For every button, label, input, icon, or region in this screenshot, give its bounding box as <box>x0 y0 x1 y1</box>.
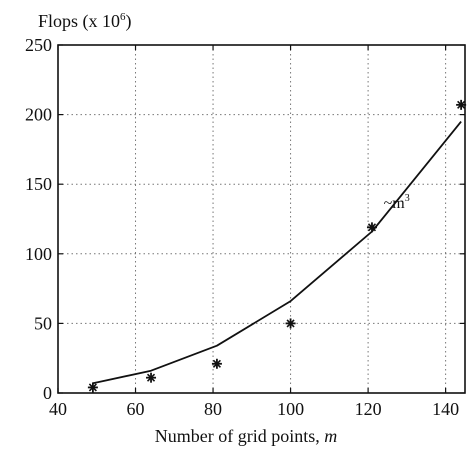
tick-labels: 40 60 80 100 120 140 0 50 100 150 200 250 <box>25 35 459 419</box>
data-point-stroke <box>457 100 466 109</box>
data-point-stroke <box>88 383 97 392</box>
x-tick-label: 40 <box>49 399 67 419</box>
data-point <box>456 99 467 110</box>
data-point <box>146 372 157 383</box>
x-tick-label: 100 <box>277 399 304 419</box>
y-axis-label-exponent: 6 <box>120 11 126 23</box>
data-point-stroke <box>286 319 295 328</box>
plot-frame <box>57 44 466 394</box>
data-point-stroke <box>146 373 156 382</box>
data-point <box>285 318 296 329</box>
x-axis-label: Number of grid points, m <box>155 426 337 446</box>
axes <box>57 44 466 394</box>
data-series <box>87 99 467 393</box>
data-point <box>87 382 98 393</box>
y-tick-label: 0 <box>43 383 52 403</box>
y-axis-label: Flops (x 106) <box>38 11 132 32</box>
x-tick-label: 140 <box>432 399 459 419</box>
x-tick-label: 120 <box>355 399 382 419</box>
y-tick-label: 200 <box>25 105 52 125</box>
y-tick-label: 100 <box>25 244 52 264</box>
x-tick-label: 60 <box>127 399 145 419</box>
curve-annotation: ~m3 <box>384 193 410 212</box>
fitted-curve <box>92 121 462 385</box>
y-tick-label: 250 <box>25 35 52 55</box>
x-tick-label: 80 <box>204 399 222 419</box>
y-tick-label: 50 <box>34 313 52 333</box>
data-point-stroke <box>367 223 377 232</box>
data-point-stroke <box>212 359 221 368</box>
y-tick-label: 150 <box>25 174 52 194</box>
grid-lines <box>58 45 465 393</box>
data-point <box>211 358 222 369</box>
